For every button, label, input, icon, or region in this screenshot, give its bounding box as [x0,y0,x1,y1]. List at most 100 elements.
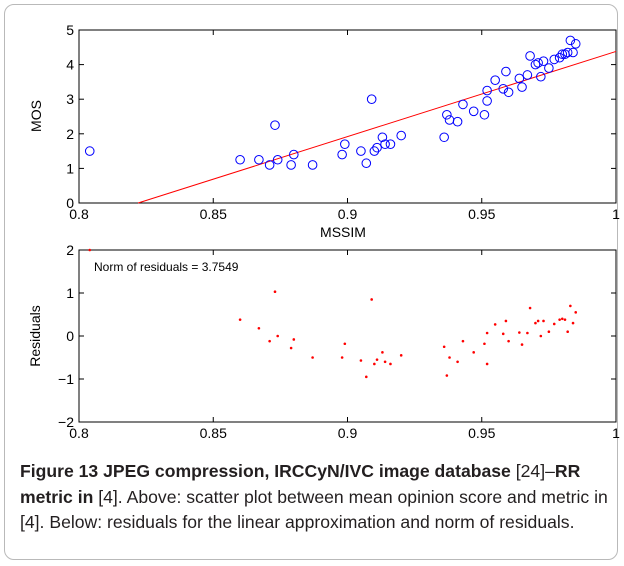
mos-data-point [270,120,280,130]
caption-bold-2: RR metric in [20,461,581,507]
bottom-x-tick-label: 0.85 [200,425,227,441]
residual-point [257,326,261,330]
bottom-y-tick-label: −1 [58,371,74,387]
top-y-tick-label: 4 [66,57,74,73]
residual-point [268,339,271,343]
mos-data-point [84,146,95,156]
residual-point [534,321,537,325]
mos-data-point [289,149,299,160]
residual-point [292,338,296,341]
mos-data-point [536,71,546,82]
mos-data-point [361,158,372,169]
bottom-y-axis-label: Residuals [27,305,43,366]
mos-data-point [337,149,347,160]
mos-data-point [498,84,509,94]
mos-data-point [439,132,449,143]
top-x-tick-label: 0.9 [338,206,358,222]
caption-body: [4]. Above: scatter plot between mean op… [20,486,608,533]
bottom-x-tick-label: 1 [612,425,620,441]
top-y-axis-label: MOS [28,100,44,132]
residual-point [373,362,376,366]
mos-data-point [490,75,500,85]
mos-data-point [369,146,380,156]
top-x-tick-label: 0.8 [69,206,89,222]
residual-point [445,374,449,377]
residual-point [383,360,387,364]
mos-data-point [501,66,511,77]
bottom-y-tick-label: 1 [66,285,74,301]
residual-point [456,360,459,364]
residual-point [472,351,475,354]
top-x-tick-label: 1 [612,206,620,222]
mos-data-point [479,109,490,120]
residual-point [536,319,540,323]
residual-point [238,318,242,321]
residuals-plot: 0.8 0.85 0.9 0.95 1 −2 −1 0 1 2 Norm of residuals… [27,242,620,441]
mos-data-point [530,59,541,70]
mos-data-point [557,49,568,60]
bottom-x-tick-label: 0.8 [69,425,89,441]
mos-data-point [565,35,576,46]
mos-data-point [458,99,468,110]
mos-data-point [385,139,396,149]
top-y-tick-label: 0 [66,195,74,211]
residual-point [375,358,379,361]
mos-data-point [568,47,578,58]
residual-point [273,290,277,294]
top-x-tick-label: 0.95 [468,206,495,222]
mos-data-point [554,52,565,63]
residual-point [520,343,524,346]
top-axes-box [78,29,617,204]
residual-point [507,339,510,343]
bottom-axes-box [78,249,617,423]
residual-point [566,330,569,334]
residual-point [340,356,344,359]
residual-point [501,332,505,336]
residual-point [574,311,578,314]
mos-data-point [340,139,350,149]
residual-point [370,298,373,301]
norm-of-residuals-annotation: Norm of residuals = 3.7549 [94,260,239,274]
mos-data-point [444,115,455,125]
mos-data-point [254,154,264,165]
mos-data-point [307,160,318,170]
residual-point [343,342,347,346]
residual-point [311,356,314,359]
residual-point [561,317,564,321]
residual-point [364,375,368,379]
mos-data-point [372,142,382,153]
top-x-tick-label: 0.85 [200,206,227,222]
mos-data-point [452,116,463,127]
residual-point [381,351,384,354]
mos-data-point [522,70,533,80]
residual-point [485,331,489,335]
mos-vs-mssim-plot: 0.8 0.85 0.9 0.95 1 0 1 2 3 4 5 MSSIM MOS [28,22,620,240]
mos-data-point [356,146,366,156]
residual-point [571,321,575,325]
mos-data-point [482,96,492,106]
mos-data-point [264,160,275,170]
residual-point [558,318,561,321]
residual-point [493,323,497,326]
residual-point [461,339,465,343]
bottom-x-tick-label: 0.95 [468,425,495,441]
residual-point [526,331,529,335]
residual-point [88,248,92,252]
mos-data-point [533,58,543,68]
residual-point [399,354,403,357]
bottom-y-tick-label: 0 [66,328,74,344]
residual-point [448,356,451,359]
mos-data-point [272,154,283,165]
mos-data-point [235,154,245,165]
figure-caption: Figure 13 JPEG compression, IRCCyN/IVC i… [20,459,608,536]
mos-data-point [503,87,514,98]
mos-data-point [538,56,549,66]
caption-title: Figure 13 JPEG compression, IRCCyN/IVC i… [20,461,511,481]
residual-point [539,334,543,338]
residual-point [552,322,556,326]
bottom-x-tick-label: 0.9 [338,425,358,441]
mos-data-point [562,47,573,58]
residual-point [563,318,567,321]
top-y-tick-label: 3 [66,91,74,107]
